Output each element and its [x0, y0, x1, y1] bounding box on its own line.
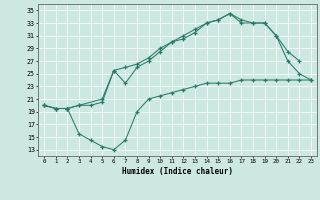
X-axis label: Humidex (Indice chaleur): Humidex (Indice chaleur): [122, 167, 233, 176]
